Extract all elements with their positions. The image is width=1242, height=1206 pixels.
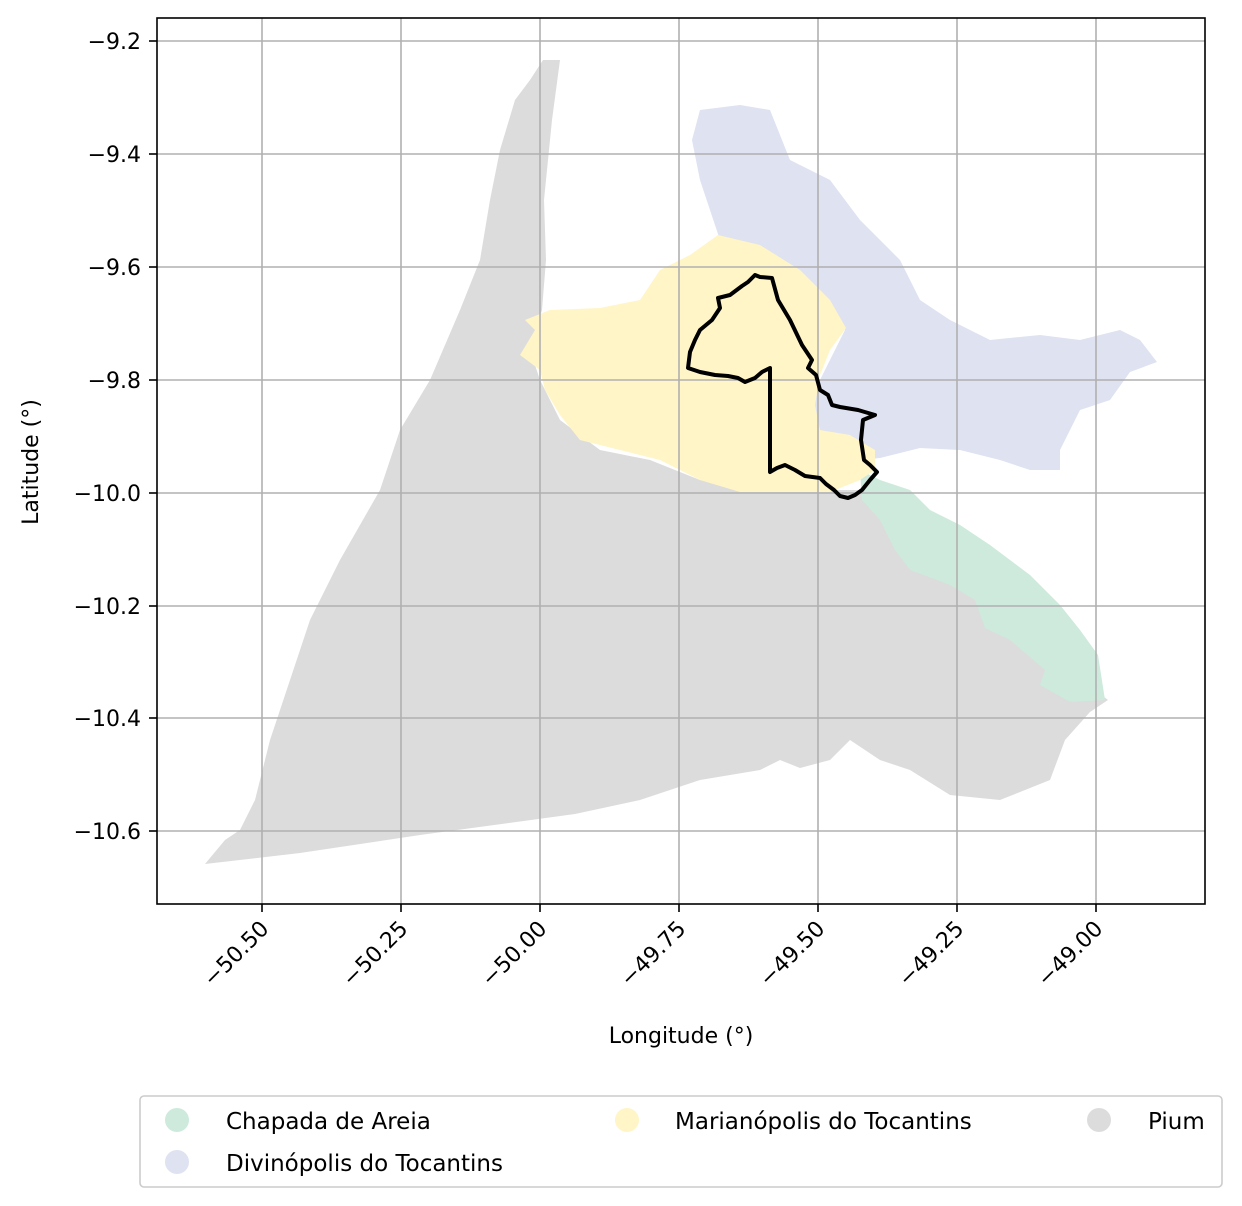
region-chapada-de-areia: [860, 470, 1105, 702]
x-tick-label: −49.00: [1033, 917, 1108, 992]
highlight-outline: [686, 273, 879, 500]
x-tick-label: −49.25: [894, 917, 969, 992]
y-tick-labels: −9.2 −9.4 −9.6 −9.8 −10.0 −10.2 −10.4 −1…: [74, 30, 141, 845]
y-tick-label: −10.6: [74, 820, 141, 845]
legend: Chapada de Areia Divinópolis do Tocantin…: [139, 1095, 1223, 1188]
gridlines: [157, 18, 1205, 904]
legend-marker-chapada-de-areia: [165, 1108, 189, 1132]
legend-label: Divinópolis do Tocantins: [226, 1151, 503, 1177]
y-tick-label: −9.6: [88, 256, 141, 281]
x-tick-label: −49.50: [755, 917, 830, 992]
y-axis-label: Latitude (°): [19, 399, 44, 525]
region-marianopolis-do-tocantins: [520, 235, 875, 492]
tick-marks: [149, 40, 1097, 912]
y-tick-label: −9.4: [88, 143, 141, 168]
legend-label: Marianópolis do Tocantins: [675, 1109, 972, 1135]
legend-label: Pium: [1148, 1109, 1205, 1135]
x-tick-label: −50.25: [338, 917, 413, 992]
axes-frame: [156, 17, 1206, 905]
x-tick-label: −50.50: [199, 917, 274, 992]
legend-marker-divinopolis-do-tocantins: [165, 1150, 189, 1174]
map-regions: [205, 60, 1157, 864]
legend-label: Chapada de Areia: [226, 1109, 431, 1135]
x-tick-label: −50.00: [477, 917, 552, 992]
legend-marker-pium: [1087, 1108, 1111, 1132]
y-tick-label: −9.2: [88, 30, 141, 55]
legend-marker-marianopolis-do-tocantins: [615, 1108, 639, 1132]
y-tick-label: −10.2: [74, 595, 141, 620]
y-tick-label: −10.4: [74, 707, 141, 732]
legend-box: [139, 1095, 1223, 1188]
x-tick-labels: −50.50 −50.25 −50.00 −49.75 −49.50 −49.2…: [199, 917, 1108, 992]
region-divinopolis-do-tocantins: [692, 105, 1157, 470]
x-tick-label: −49.75: [616, 917, 691, 992]
x-axis-label: Longitude (°): [609, 1024, 754, 1049]
region-pium: [205, 60, 1108, 864]
y-tick-label: −10.0: [74, 482, 141, 507]
y-tick-label: −9.8: [88, 369, 141, 394]
